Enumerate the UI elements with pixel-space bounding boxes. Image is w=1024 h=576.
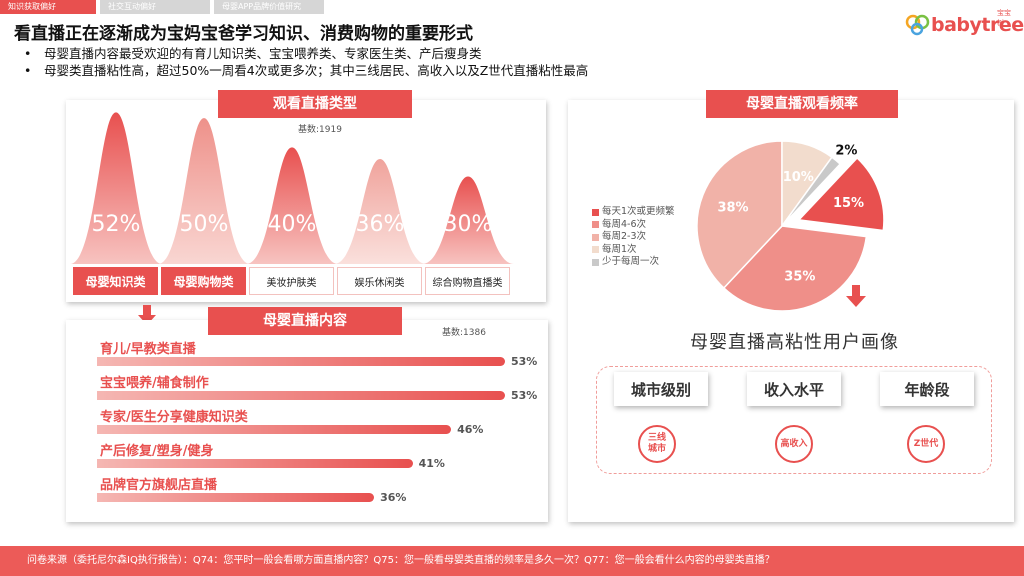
content-bar-value: 53% — [511, 389, 538, 402]
logo-icon — [905, 14, 930, 36]
legend-swatch — [592, 258, 599, 266]
type-category-label: 娱乐休闲类 — [337, 267, 422, 295]
types-title: 观看直播类型 — [218, 90, 412, 118]
content-bar — [97, 493, 375, 502]
circle-tier3-city: 三线城市 — [638, 425, 676, 463]
tag-income: 收入水平 — [747, 372, 841, 406]
type-category-label: 母婴购物类 — [161, 267, 246, 295]
persona-title: 母婴直播高粘性用户画像 — [690, 332, 899, 353]
content-bar — [97, 391, 505, 400]
legend-label: 每周4-6次 — [602, 218, 647, 230]
tag-city-level: 城市级别 — [614, 372, 708, 406]
bullet-item: 母婴类直播粘性高，超过50%一周看4次或更多次；其中三线居民、高收入以及Z世代直… — [22, 62, 588, 79]
legend-label: 每周1次 — [602, 243, 637, 255]
legend-item: 每周2-3次 — [592, 231, 675, 244]
babytree-logo: babytree 宝宝树 — [905, 6, 1024, 36]
content-panel — [66, 320, 548, 522]
content-bar-value: 41% — [418, 457, 445, 470]
content-bar-label: 专家/医生分享健康知识类 — [100, 410, 248, 425]
tab-social[interactable]: 社交互动偏好 — [100, 0, 210, 14]
tag-age: 年龄段 — [880, 372, 974, 406]
down-arrow-icon — [846, 285, 866, 307]
page-title: 看直播正在逐渐成为宝妈宝爸学习知识、消费购物的重要形式 — [14, 24, 473, 44]
content-bar-value: 46% — [457, 423, 484, 436]
legend-swatch — [592, 221, 599, 229]
legend-label: 每天1次或更频繁 — [602, 206, 675, 217]
legend-label: 少于每周一次 — [602, 256, 660, 267]
legend-swatch — [592, 233, 599, 241]
content-base: 基数:1386 — [442, 328, 486, 338]
type-category-label: 母婴知识类 — [73, 267, 158, 295]
content-bar-label: 产后修复/塑身/健身 — [100, 444, 214, 459]
legend-item: 每周1次 — [592, 244, 675, 257]
persona-box — [596, 366, 992, 474]
top-tabs: 知识获取偏好 社交互动偏好 母婴APP品牌价值研究 — [0, 0, 328, 14]
content-title: 母婴直播内容 — [208, 307, 402, 335]
frequency-title: 母婴直播观看频率 — [706, 90, 898, 118]
bullet-item: 母婴直播内容最受欢迎的有育儿知识类、宝宝喂养类、专家医生类、产后瘦身类 — [22, 45, 588, 62]
legend-swatch — [592, 246, 599, 254]
footer-source: 问卷来源（委托尼尔森IQ执行报告）：Q74：您平时一般会看哪方面直播内容？Q75… — [0, 546, 1024, 576]
content-bar-value: 53% — [511, 355, 538, 368]
content-bar-label: 品牌官方旗舰店直播 — [100, 478, 218, 493]
content-bar — [97, 459, 413, 468]
legend-item: 每天1次或更频繁 — [592, 206, 675, 219]
content-bar — [97, 425, 452, 434]
content-bar-value: 36% — [380, 491, 407, 504]
content-bar-label: 宝宝喂养/辅食制作 — [100, 376, 209, 391]
tab-knowledge[interactable]: 知识获取偏好 — [0, 0, 96, 14]
type-category-label: 综合购物直播类 — [425, 267, 510, 295]
types-base: 基数:1919 — [298, 125, 342, 135]
content-bar — [97, 357, 505, 366]
circle-gen-z: Z世代 — [907, 425, 945, 463]
tab-brand[interactable]: 母婴APP品牌价值研究 — [214, 0, 324, 14]
logo-text: babytree — [931, 14, 1024, 36]
logo-cn: 宝宝树 — [997, 9, 1011, 27]
legend-item: 少于每周一次 — [592, 256, 675, 269]
legend-item: 每周4-6次 — [592, 219, 675, 232]
content-bar-label: 育儿/早教类直播 — [100, 342, 196, 357]
pie-legend: 每天1次或更频繁 每周4-6次 每周2-3次 每周1次 少于每周一次 — [592, 206, 675, 269]
type-category-label: 美妆护肤类 — [249, 267, 334, 295]
legend-swatch — [592, 208, 599, 216]
circle-high-income: 高收入 — [775, 425, 813, 463]
legend-label: 每周2-3次 — [602, 231, 647, 242]
bullet-list: 母婴直播内容最受欢迎的有育儿知识类、宝宝喂养类、专家医生类、产后瘦身类 母婴类直… — [22, 45, 588, 79]
